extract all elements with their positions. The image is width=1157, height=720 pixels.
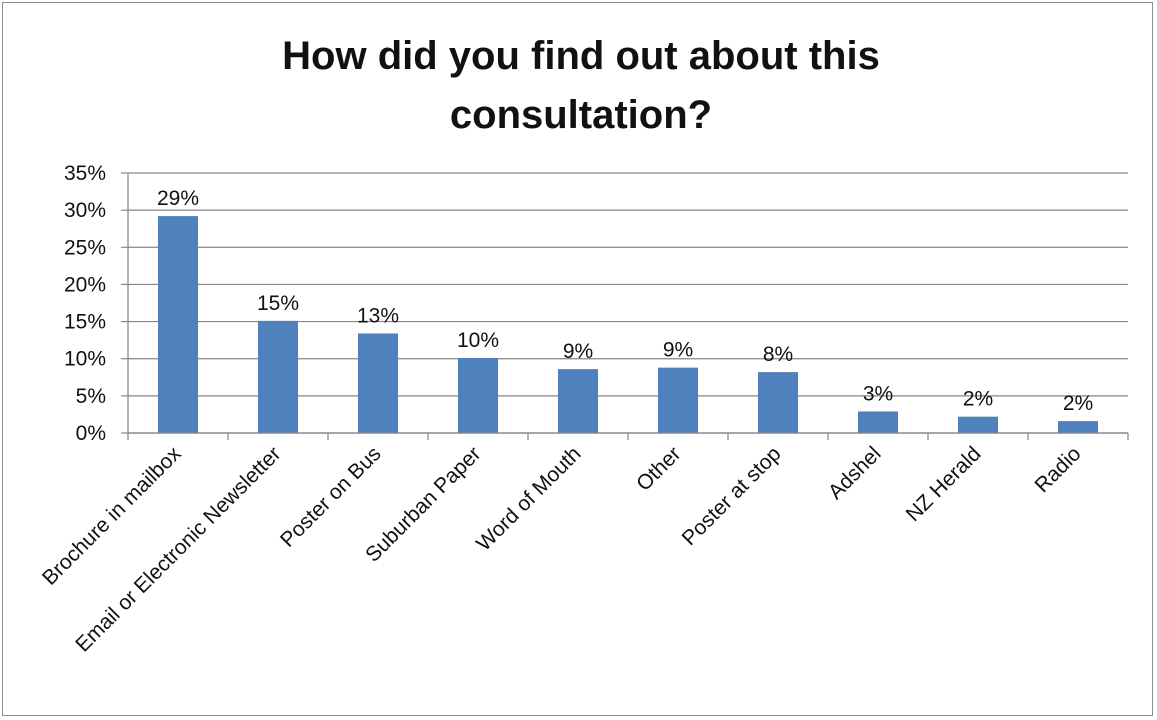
data-label: 3% bbox=[863, 382, 893, 405]
x-tick-label: Adshel bbox=[824, 442, 886, 504]
bar-chart: How did you find out about this consulta… bbox=[38, 34, 1129, 657]
y-tick-label: 30% bbox=[64, 199, 106, 222]
data-label: 2% bbox=[1063, 392, 1093, 415]
x-tick-label: Other bbox=[632, 442, 685, 495]
y-tick-label: 35% bbox=[64, 162, 106, 185]
y-tick-label: 15% bbox=[64, 311, 106, 334]
x-tick-label: Poster on Bus bbox=[276, 442, 386, 552]
bar bbox=[158, 216, 198, 433]
data-label: 2% bbox=[963, 388, 993, 411]
y-tick-label: 20% bbox=[64, 273, 106, 296]
bar bbox=[1058, 421, 1098, 433]
chart-title-line-2: consultation? bbox=[450, 93, 712, 137]
y-tick-label: 0% bbox=[76, 422, 106, 445]
y-tick-label: 5% bbox=[76, 385, 106, 408]
y-tick-label: 25% bbox=[64, 236, 106, 259]
bar bbox=[958, 416, 998, 433]
x-tick-label: Word of Mouth bbox=[472, 442, 585, 555]
bar bbox=[458, 357, 498, 433]
x-tick-label: Poster at stop bbox=[678, 442, 786, 550]
bar bbox=[558, 369, 598, 433]
data-label: 29% bbox=[157, 187, 199, 210]
y-axis: 0% 5% 10% 15% 20% 25% 30% 35% bbox=[64, 162, 129, 445]
data-label: 8% bbox=[763, 343, 793, 366]
data-label: 13% bbox=[357, 304, 399, 327]
chart-title: How did you find out about this consulta… bbox=[282, 34, 880, 137]
bar bbox=[258, 320, 298, 433]
data-labels: 29% 15% 13% 10% 9% 9% 8% 3% 2% 2% bbox=[157, 187, 1093, 415]
chart-title-line-1: How did you find out about this bbox=[282, 34, 880, 78]
x-tick-label: NZ Herald bbox=[902, 442, 986, 526]
x-tick-label: Email or Electronic Newsletter bbox=[71, 442, 285, 656]
bar bbox=[858, 411, 898, 433]
bar bbox=[658, 367, 698, 433]
bar bbox=[358, 333, 398, 433]
data-label: 10% bbox=[457, 329, 499, 352]
x-tick-label: Radio bbox=[1030, 442, 1085, 497]
bar bbox=[758, 372, 798, 433]
data-label: 9% bbox=[663, 339, 693, 362]
data-label: 15% bbox=[257, 292, 299, 315]
data-label: 9% bbox=[563, 340, 593, 363]
y-tick-label: 10% bbox=[64, 348, 106, 371]
bars bbox=[158, 216, 1098, 433]
